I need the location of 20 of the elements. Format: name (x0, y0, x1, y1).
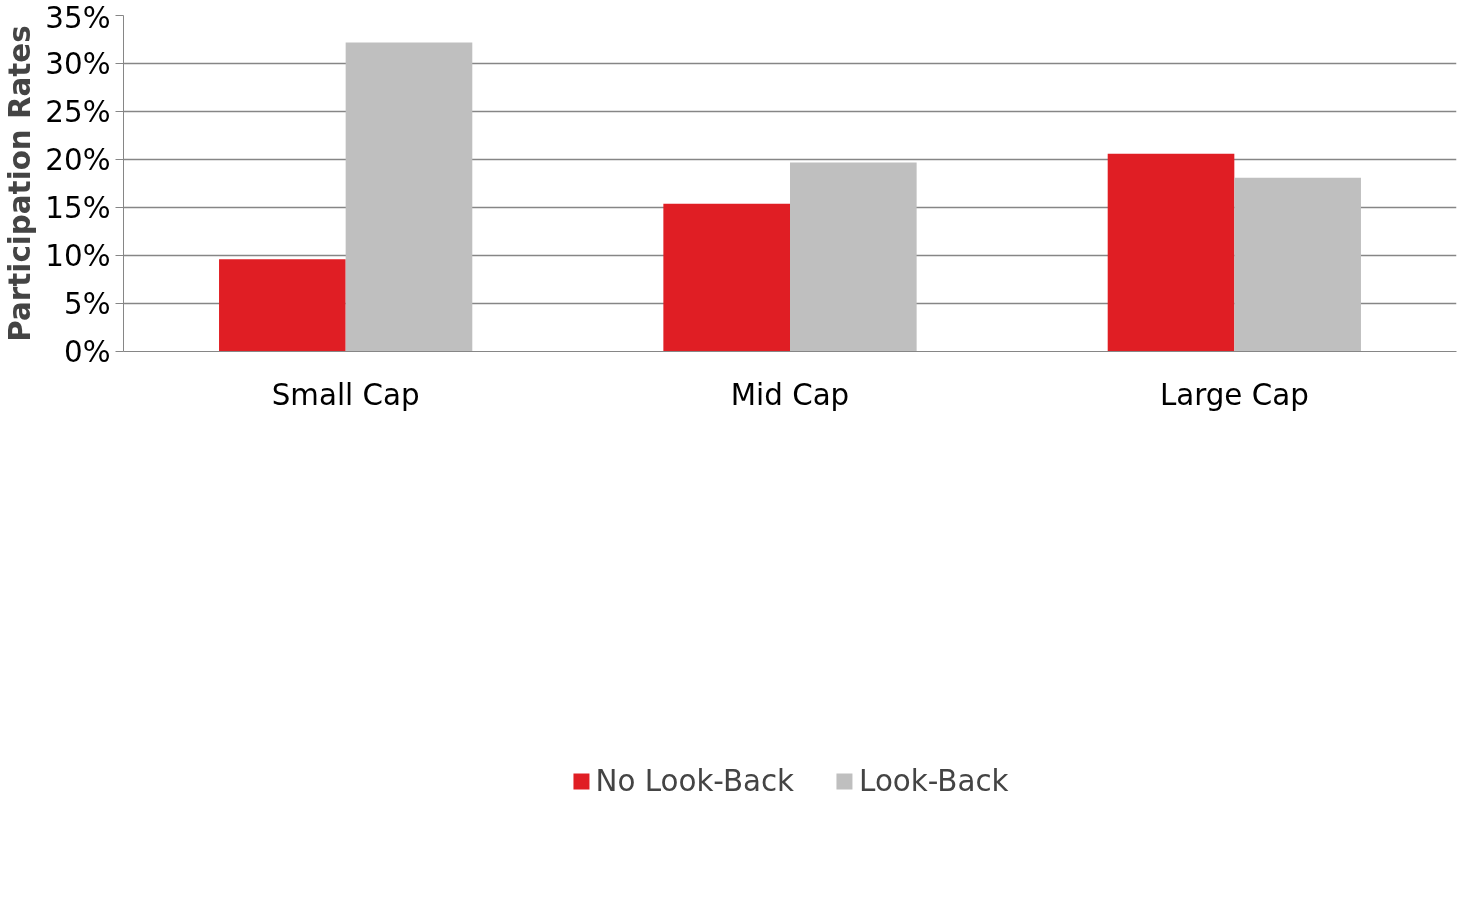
x-tick-label: Small Cap (271, 377, 420, 412)
y-tick-label: 30% (45, 46, 111, 81)
bar (1234, 177, 1361, 352)
y-axis-title: Participation Rates (3, 25, 38, 342)
bar (219, 259, 346, 352)
x-tick-label: Mid Cap (730, 377, 850, 412)
y-tick-label: 25% (45, 94, 111, 129)
y-tick-label: 10% (45, 238, 111, 273)
legend-label: No Look-Back (595, 763, 795, 798)
bar (790, 162, 917, 352)
y-tick-label: 0% (63, 334, 111, 369)
y-tick-label: 5% (63, 286, 111, 321)
y-tick-label: 15% (45, 190, 111, 225)
bar (1107, 153, 1235, 352)
x-tick-label: Large Cap (1159, 377, 1309, 412)
legend-label: Look-Back (859, 763, 1009, 798)
y-tick-label: 35% (45, 0, 111, 35)
y-tick-label: 20% (45, 142, 111, 177)
bar (663, 203, 790, 352)
bar (345, 42, 473, 352)
